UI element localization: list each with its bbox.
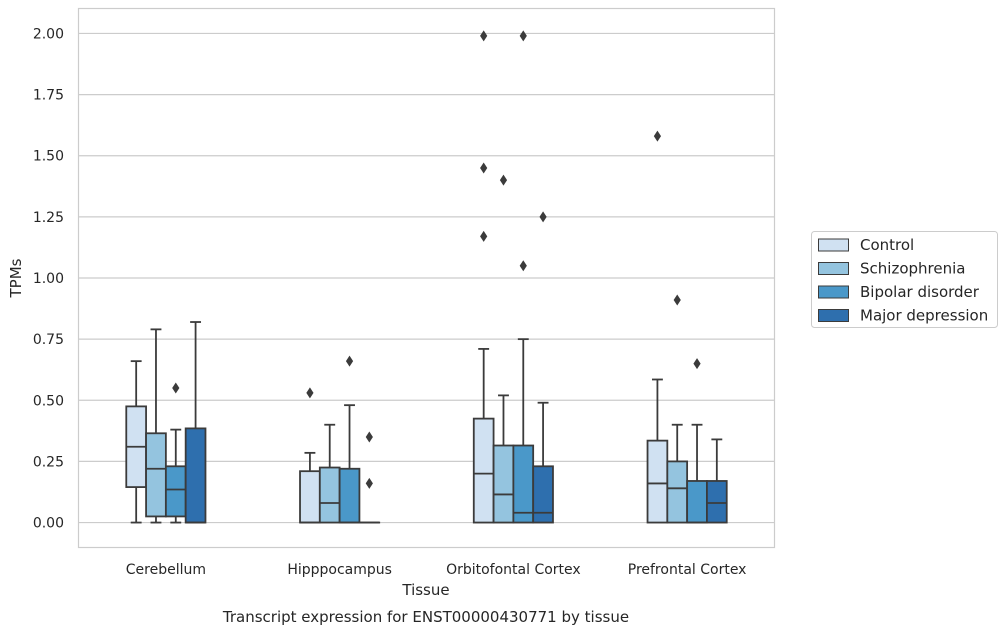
outlier-point bbox=[480, 230, 488, 242]
box-major-depression bbox=[532, 211, 554, 524]
outlier-point bbox=[653, 130, 662, 142]
legend-swatch bbox=[818, 262, 849, 275]
box-control bbox=[299, 387, 321, 524]
iqr-box bbox=[666, 460, 689, 524]
y-tick-label: 0.00 bbox=[33, 516, 64, 532]
box-bipolar-disorder bbox=[686, 358, 708, 524]
outlier-point bbox=[673, 294, 681, 306]
outlier-point bbox=[539, 211, 547, 223]
iqr-box bbox=[184, 427, 207, 524]
chart-caption: Transcript expression for ENST0000043077… bbox=[222, 608, 629, 626]
iqr-box bbox=[646, 439, 669, 524]
legend-label: Control bbox=[860, 236, 914, 254]
legend-swatch bbox=[818, 309, 849, 322]
box-bipolar-disorder bbox=[512, 30, 535, 524]
y-tick-label: 0.25 bbox=[33, 454, 64, 470]
box-schizophrenia bbox=[318, 423, 341, 524]
outlier-point bbox=[345, 355, 354, 367]
box-control bbox=[472, 30, 495, 524]
outlier-point bbox=[693, 358, 701, 370]
box-major-depression bbox=[184, 321, 207, 524]
legend-swatch bbox=[818, 238, 849, 252]
legend-swatch bbox=[818, 285, 849, 299]
y-tick-label: 2.00 bbox=[33, 26, 64, 42]
y-tick-labels: 0.00 0.25 0.50 0.75 1.00 1.25 1.50 1.75 2.00 bbox=[33, 26, 64, 531]
outlier-point bbox=[306, 387, 314, 399]
box-bipolar-disorder bbox=[338, 355, 361, 524]
plot-frame bbox=[77, 7, 776, 549]
box-major-depression bbox=[706, 438, 728, 524]
legend-label: Major depression bbox=[860, 307, 988, 325]
outlier-point bbox=[365, 477, 373, 489]
x-tick-labels: Cerebellum Hipppocampus Orbitofontal Corte… bbox=[126, 562, 747, 578]
y-tick-label: 1.75 bbox=[33, 88, 64, 104]
legend-label: Bipolar disorder bbox=[860, 283, 980, 301]
iqr-box bbox=[706, 480, 728, 524]
legend: Control Schizophrenia Bipolar disorder Majo… bbox=[811, 231, 998, 328]
y-tick-label: 0.50 bbox=[33, 393, 64, 409]
outlier-point bbox=[480, 162, 488, 174]
x-tick-label: Cerebellum bbox=[126, 562, 206, 578]
x-tick-label: Prefrontal Cortex bbox=[628, 562, 747, 578]
box-schizophrenia bbox=[492, 174, 515, 524]
y-axis-title: TPMs bbox=[7, 258, 25, 298]
outlier-point bbox=[365, 431, 373, 443]
x-tick-label: Orbitofontal Cortex bbox=[446, 562, 581, 578]
gridlines bbox=[79, 32, 774, 524]
iqr-box bbox=[164, 465, 187, 518]
iqr-box bbox=[472, 417, 495, 524]
legend-label: Schizophrenia bbox=[860, 260, 965, 278]
iqr-box bbox=[338, 467, 361, 524]
plot-marks bbox=[125, 30, 728, 524]
x-tick-label: Hipppocampus bbox=[287, 562, 392, 578]
box-control bbox=[646, 130, 669, 524]
legend-frame bbox=[811, 231, 998, 328]
outlier-point bbox=[519, 260, 527, 272]
iqr-box bbox=[512, 444, 535, 524]
outlier-point bbox=[499, 174, 508, 186]
y-tick-label: 1.00 bbox=[33, 271, 64, 287]
box-schizophrenia bbox=[666, 294, 689, 524]
iqr-box bbox=[145, 432, 167, 518]
iqr-box bbox=[299, 470, 321, 524]
y-tick-label: 1.25 bbox=[33, 210, 64, 226]
outlier-point bbox=[172, 382, 180, 394]
y-tick-label: 1.50 bbox=[33, 149, 64, 165]
iqr-box bbox=[492, 444, 515, 524]
box-bipolar-disorder bbox=[164, 382, 187, 524]
x-axis-title: Tissue bbox=[401, 581, 449, 599]
outlier-point bbox=[519, 30, 527, 42]
iqr-box bbox=[686, 480, 708, 524]
box-control bbox=[125, 360, 147, 524]
box-schizophrenia bbox=[145, 328, 167, 524]
iqr-box bbox=[532, 465, 554, 524]
box-major-depression bbox=[358, 431, 381, 524]
outlier-point bbox=[480, 30, 488, 42]
iqr-box bbox=[318, 466, 341, 524]
y-tick-label: 0.75 bbox=[33, 332, 64, 348]
